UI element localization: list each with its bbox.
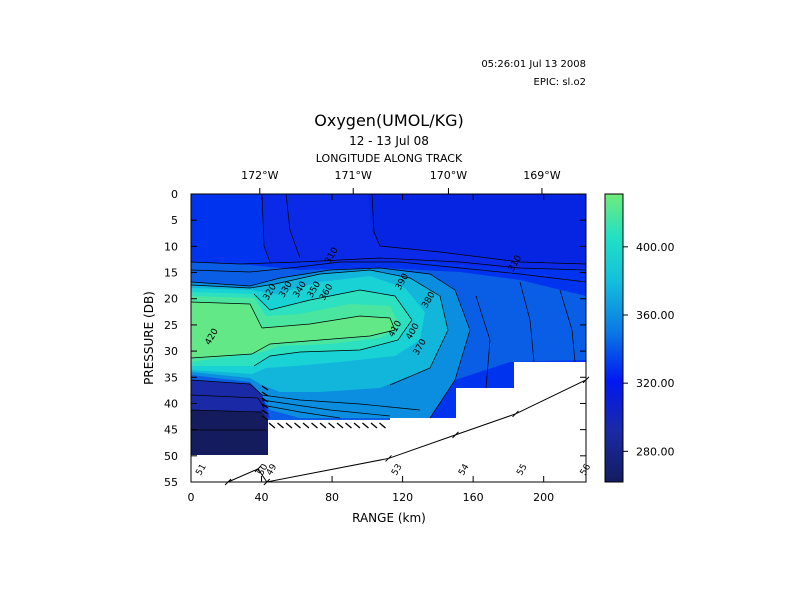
colorbar-tick-label: 280.00: [636, 445, 675, 458]
cast-mark: [311, 422, 318, 429]
x-tick-label: 40: [255, 491, 269, 504]
station-label: 51: [194, 463, 208, 478]
cast-mark: [370, 422, 378, 429]
top-axis-label: LONGITUDE ALONG TRACK: [316, 152, 463, 165]
top-axis: 172°W 171°W 170°W 169°W: [241, 169, 561, 194]
timestamp-text: 05:26:01 Jul 13 2008: [481, 59, 586, 70]
x-tick-label: 160: [463, 491, 484, 504]
station-label: 53: [390, 463, 404, 478]
y-tick-label: 45: [164, 424, 178, 437]
colorbar-tick-label: 320.00: [636, 377, 675, 390]
cast-mark: [261, 415, 269, 421]
cast-mark: [362, 422, 369, 429]
track-point: [452, 431, 459, 439]
contour-line: [261, 404, 341, 419]
x-axis-label: RANGE (km): [352, 511, 426, 525]
colorbar-tick-label: 400.00: [636, 241, 675, 254]
contour-line: [261, 394, 421, 411]
plot-frame: [190, 193, 587, 483]
cast-mark: [261, 385, 269, 391]
cast-mark: [261, 409, 269, 415]
y-tick-label: 55: [164, 476, 178, 489]
cast-mark: [261, 397, 269, 403]
contour-line: [191, 261, 586, 283]
contour-line: [559, 289, 576, 363]
cast-mark: [379, 422, 386, 429]
y-axis-label: PRESSURE (DB): [142, 291, 156, 385]
y-tick-label: 20: [164, 293, 178, 306]
y-axis: 0 5 10 15 20 25 30 35 40 45 50 55: [164, 188, 586, 489]
station-label: 55: [515, 463, 529, 478]
colorbar: [604, 193, 624, 483]
contour-line: [371, 194, 586, 265]
contour-line: [519, 281, 535, 363]
contour-line: [191, 353, 253, 359]
y-tick-label: 5: [171, 214, 178, 227]
top-tick-label: 171°W: [335, 169, 372, 182]
track-point: [254, 465, 262, 473]
contour-lines: [191, 194, 586, 431]
y-tick-label: 35: [164, 371, 178, 384]
cast-mark: [285, 422, 293, 429]
cast-mark: [319, 422, 327, 429]
track-point: [512, 410, 519, 418]
cast-mark: [268, 422, 276, 429]
contour-line: [191, 409, 263, 413]
y-tick-label: 0: [171, 188, 178, 201]
chart-subtitle: 12 - 13 Jul 08: [349, 134, 429, 148]
contour-line: [285, 194, 301, 259]
top-tick-label: 170°W: [430, 169, 467, 182]
contour-line: [261, 194, 271, 263]
cast-markers: [261, 385, 386, 429]
contour-line: [253, 289, 413, 367]
contour-line: [191, 269, 449, 386]
chart-title: Oxygen(UMOL/KG): [314, 111, 463, 130]
y-tick-label: 40: [164, 397, 178, 410]
cast-mark: [277, 422, 284, 429]
oxygen-field: [191, 194, 586, 482]
contour-line: [475, 295, 491, 389]
top-tick-label: 172°W: [241, 169, 278, 182]
y-tick-label: 30: [164, 345, 178, 358]
cast-mark: [261, 391, 269, 397]
cast-mark: [294, 422, 301, 429]
no-data-mask: [191, 362, 586, 482]
contour-line: [261, 399, 391, 417]
contour-line: [251, 315, 396, 355]
y-tick-label: 25: [164, 319, 178, 332]
colorbar-ticks: 400.00 360.00 320.00 280.00: [623, 241, 675, 458]
x-tick-label: 80: [325, 491, 339, 504]
cast-mark: [302, 422, 310, 429]
contour-line: [191, 257, 586, 271]
x-tick-label: 200: [533, 491, 554, 504]
colorbar-tick-label: 360.00: [636, 309, 675, 322]
cast-mark: [328, 422, 335, 429]
field-upper-core: [290, 194, 586, 264]
field-deep-core: [191, 410, 268, 455]
cast-mark: [345, 422, 352, 429]
contour-line: [191, 301, 263, 329]
y-tick-label: 50: [164, 450, 178, 463]
track-point: [385, 455, 392, 462]
y-tick-label: 15: [164, 267, 178, 280]
field-bottom-right: [268, 418, 430, 420]
cast-mark: [353, 422, 361, 429]
field-high-core: [191, 302, 395, 358]
epic-label: EPIC: sl.o2: [534, 77, 586, 88]
x-axis: 0 40 80 120 160 200: [188, 194, 554, 504]
contour-line: [191, 267, 471, 419]
top-tick-label: 169°W: [523, 169, 560, 182]
contour-line: [191, 379, 263, 396]
cast-mark: [261, 403, 269, 409]
y-tick-label: 10: [164, 240, 178, 253]
cast-mark: [336, 422, 344, 429]
x-tick-label: 120: [392, 491, 413, 504]
x-tick-label: 0: [188, 491, 195, 504]
